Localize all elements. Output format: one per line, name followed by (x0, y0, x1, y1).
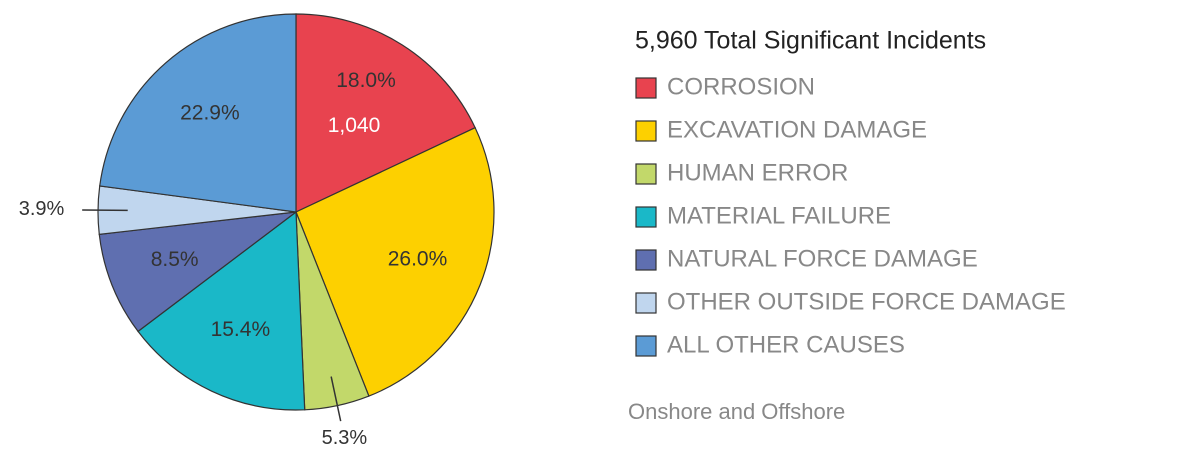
legend-label: EXCAVATION DAMAGE (667, 116, 927, 143)
data-label: 3.9% (19, 198, 65, 220)
legend-swatch (635, 335, 657, 357)
legend-swatch (635, 120, 657, 142)
legend-swatch (635, 249, 657, 271)
data-label: 26.0% (388, 248, 448, 271)
legend-label: CORROSION (667, 73, 815, 100)
legend-swatch (635, 77, 657, 99)
leader-line (330, 376, 342, 422)
legend-swatch (635, 163, 657, 185)
pie-slice (295, 13, 476, 213)
legend-label: HUMAN ERROR (667, 159, 848, 186)
legend-swatch (635, 292, 657, 314)
data-label: 22.9% (180, 101, 240, 124)
legend-label: ALL OTHER CAUSES (667, 331, 905, 358)
chart-note: Onshore and Offshore (628, 399, 845, 424)
data-label: 5.3% (322, 427, 368, 449)
data-label: 8.5% (151, 248, 199, 271)
data-label: 18.0% (336, 69, 396, 92)
chart-title: 5,960 Total Significant Incidents (635, 27, 986, 55)
legend-label: OTHER OUTSIDE FORCE DAMAGE (667, 288, 1066, 315)
legend-swatch (635, 206, 657, 228)
data-label: 15.4% (211, 318, 271, 341)
legend-label: MATERIAL FAILURE (667, 202, 891, 229)
pie-slice (98, 211, 299, 333)
legend-label: NATURAL FORCE DAMAGE (667, 245, 978, 272)
pie-slice (99, 13, 297, 213)
pie-slice (295, 126, 495, 397)
pie-slice (137, 210, 306, 411)
annotation: 1,040 (328, 114, 381, 137)
